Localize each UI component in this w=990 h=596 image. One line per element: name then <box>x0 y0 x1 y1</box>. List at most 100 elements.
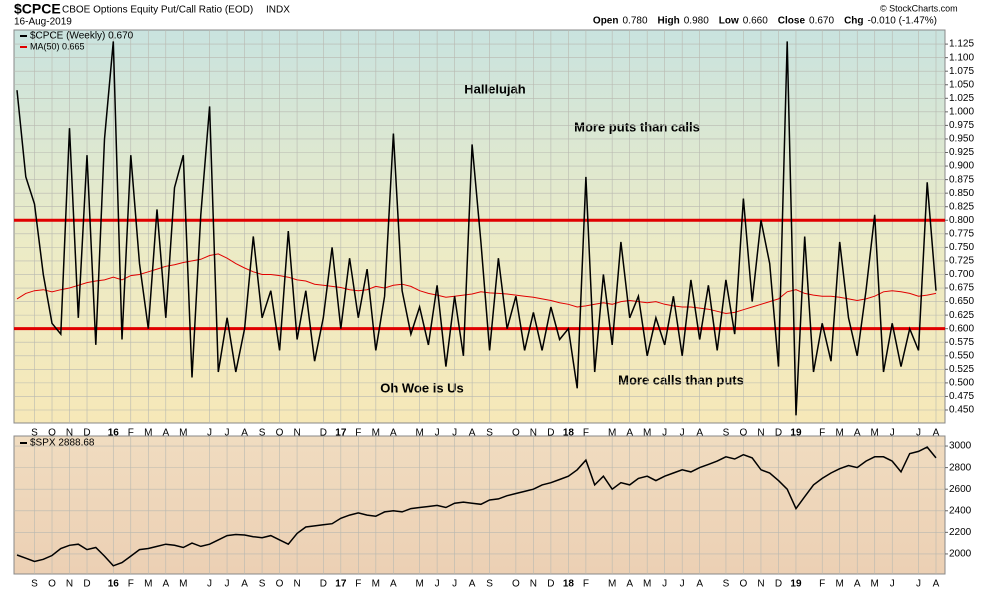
y-tick-label: 2200 <box>949 527 972 538</box>
panel-bg <box>13 435 946 575</box>
y-tick-label: 1.050 <box>949 79 974 90</box>
x-tick-label: F <box>819 428 825 439</box>
y-tick-label: 0.900 <box>949 161 974 172</box>
y-tick-label: 0.825 <box>949 201 974 212</box>
y-tick-label: 2600 <box>949 484 972 495</box>
y-tick-label: 0.950 <box>949 134 974 145</box>
x-tick-label: 19 <box>790 428 802 439</box>
x-tick-label: A <box>696 579 703 590</box>
x-tick-label: M <box>372 428 380 439</box>
x-tick-label: J <box>435 579 440 590</box>
x-tick-label: N <box>757 428 764 439</box>
x-tick-label: A <box>469 579 476 590</box>
x-tick-label: S <box>486 579 493 590</box>
x-tick-label: S <box>259 428 266 439</box>
x-tick-label: O <box>512 428 520 439</box>
y-tick-label: 0.750 <box>949 242 974 253</box>
x-tick-label: S <box>259 579 266 590</box>
x-tick-label: S <box>486 428 493 439</box>
x-tick-label: M <box>643 428 651 439</box>
y-tick-label: 0.575 <box>949 337 974 348</box>
x-tick-label: M <box>179 428 187 439</box>
symbol: $CPCE <box>14 1 61 17</box>
x-tick-label: A <box>241 428 248 439</box>
quote-value: 0.670 <box>809 16 834 27</box>
x-tick-label: D <box>83 579 90 590</box>
x-tick-label: M <box>608 428 616 439</box>
x-tick-label: D <box>83 428 90 439</box>
y-tick-label: 0.475 <box>949 391 974 402</box>
x-tick-label: J <box>452 579 457 590</box>
x-tick-label: A <box>854 428 861 439</box>
y-tick-label: 1.000 <box>949 106 974 117</box>
y-tick-label: 0.775 <box>949 228 974 239</box>
x-tick-label: 19 <box>790 579 802 590</box>
y-tick-label: 3000 <box>949 441 972 452</box>
x-tick-label: M <box>836 579 844 590</box>
quote-label: Chg <box>844 16 863 27</box>
series-line <box>16 41 937 416</box>
x-tick-label: J <box>225 579 230 590</box>
x-tick-label: 18 <box>563 428 575 439</box>
x-tick-label: O <box>276 579 284 590</box>
quote-value: 0.980 <box>684 16 709 27</box>
x-tick-label: M <box>372 579 380 590</box>
x-tick-label: A <box>626 428 633 439</box>
x-tick-label: F <box>583 428 589 439</box>
exchange: INDX <box>266 5 290 16</box>
x-tick-label: O <box>512 579 520 590</box>
x-tick-label: J <box>890 579 895 590</box>
y-tick-label: 2400 <box>949 505 972 516</box>
y-tick-label: 0.725 <box>949 256 974 267</box>
annotation: Oh Woe is Us <box>380 380 464 395</box>
x-tick-label: A <box>933 579 940 590</box>
x-tick-label: O <box>740 579 748 590</box>
x-tick-label: J <box>916 579 921 590</box>
x-tick-label: A <box>162 579 169 590</box>
x-tick-label: 16 <box>108 428 120 439</box>
y-tick-label: 2000 <box>949 549 972 560</box>
quote-label: Low <box>719 16 739 27</box>
x-tick-label: 16 <box>108 579 120 590</box>
y-tick-label: 0.975 <box>949 120 974 131</box>
copyright: © StockCharts.com <box>880 3 958 13</box>
y-tick-label: 0.450 <box>949 405 974 416</box>
annotation: More puts than calls <box>574 119 700 134</box>
y-tick-label: 1.025 <box>949 93 974 104</box>
x-tick-label: J <box>452 428 457 439</box>
y-tick-label: 0.525 <box>949 364 974 375</box>
x-tick-label: M <box>179 579 187 590</box>
x-tick-label: M <box>415 579 423 590</box>
annotation: Hallelujah <box>464 81 525 96</box>
x-tick-label: 17 <box>335 428 347 439</box>
x-tick-label: D <box>775 428 782 439</box>
y-tick-label: 0.500 <box>949 378 974 389</box>
quote-value: 0.780 <box>622 16 647 27</box>
x-tick-label: J <box>662 579 667 590</box>
x-tick-label: 18 <box>563 579 575 590</box>
x-tick-label: S <box>723 579 730 590</box>
y-tick-label: 0.675 <box>949 283 974 294</box>
x-tick-label: M <box>836 428 844 439</box>
y-tick-label: 0.650 <box>949 296 974 307</box>
x-tick-label: M <box>144 579 152 590</box>
x-tick-label: O <box>48 579 56 590</box>
y-tick-label: 1.075 <box>949 66 974 77</box>
x-tick-label: D <box>547 579 554 590</box>
y-tick-label: 0.875 <box>949 174 974 185</box>
quote-label: Open <box>593 16 619 27</box>
x-tick-label: M <box>144 428 152 439</box>
index-name: CBOE Options Equity Put/Call Ratio (EOD) <box>62 5 253 16</box>
legend-label: $CPCE (Weekly) 0.670 <box>30 31 134 42</box>
series-line <box>16 446 937 567</box>
x-tick-label: A <box>933 428 940 439</box>
x-tick-label: F <box>128 579 134 590</box>
x-tick-label: N <box>530 579 537 590</box>
legend-label: $SPX 2888.68 <box>30 438 95 449</box>
x-tick-label: S <box>31 428 38 439</box>
x-tick-label: A <box>696 428 703 439</box>
annotation: More calls than puts <box>618 372 744 387</box>
x-tick-label: M <box>643 579 651 590</box>
x-tick-label: N <box>66 428 73 439</box>
